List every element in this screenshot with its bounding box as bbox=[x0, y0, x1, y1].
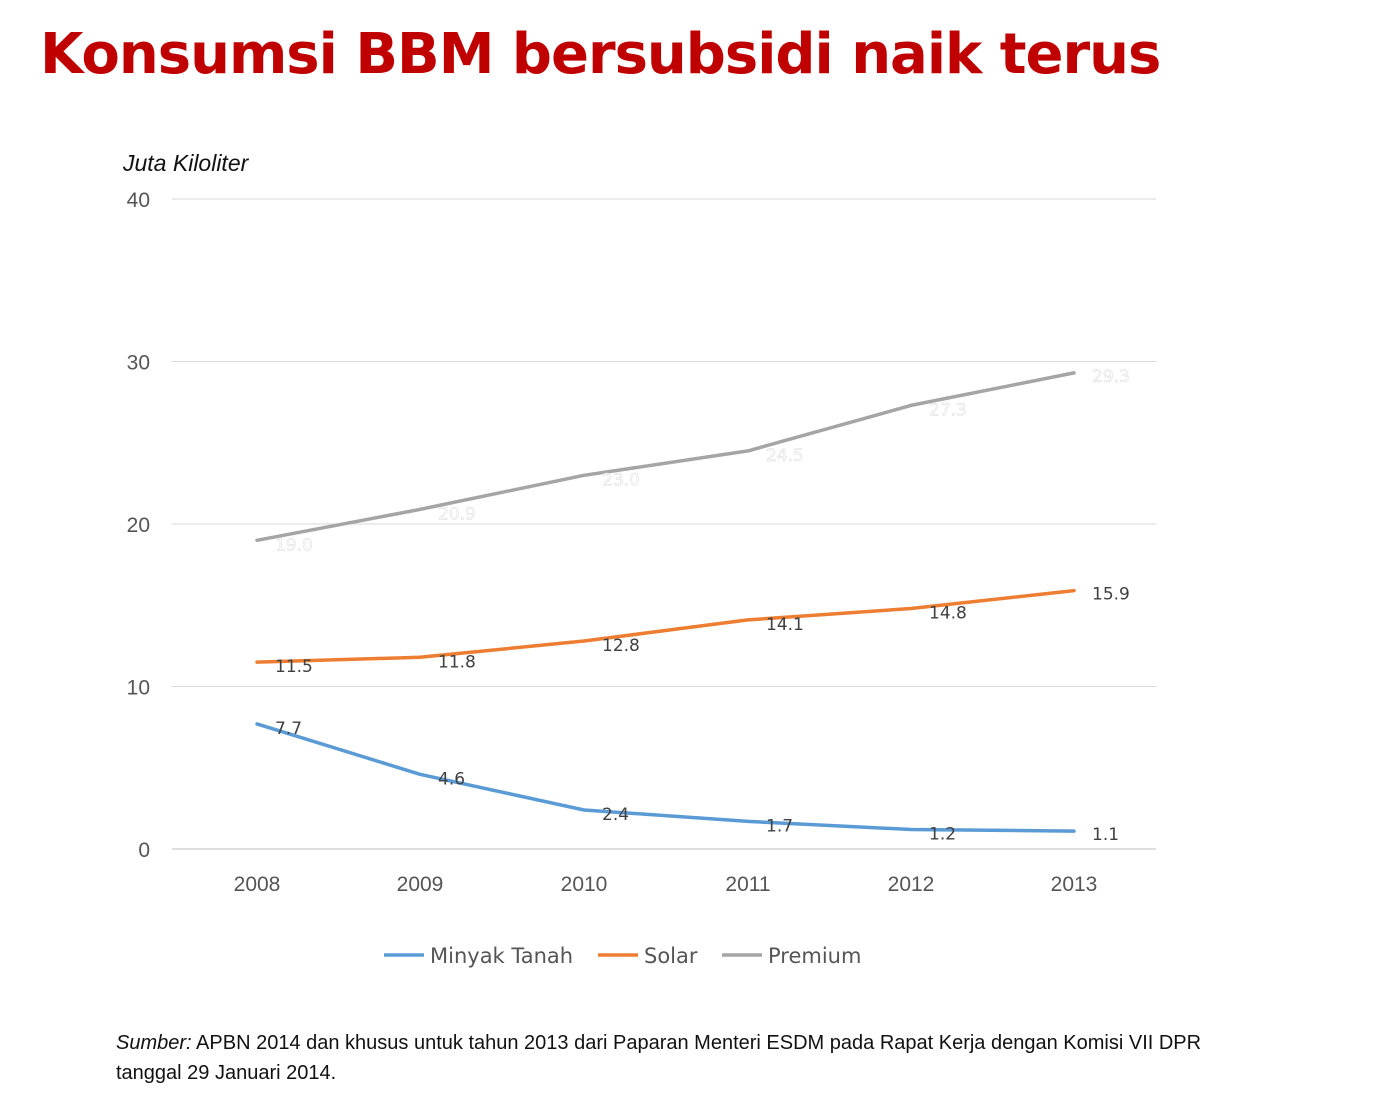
y-axis-ticks: 0 10 20 30 40 bbox=[127, 189, 150, 862]
series-line-solar bbox=[255, 588, 1076, 664]
data-label: 14.8 bbox=[929, 604, 967, 624]
data-label: 15.9 bbox=[1092, 585, 1130, 605]
y-tick-label: 10 bbox=[127, 677, 150, 700]
y-axis-unit-label: Juta Kiloliter bbox=[123, 150, 249, 176]
data-label: 1.7 bbox=[766, 816, 793, 836]
source-note: Sumber: APBN 2014 dan khusus untuk tahun… bbox=[116, 1028, 1236, 1088]
data-label: 11.5 bbox=[275, 657, 313, 677]
legend-entry: Minyak Tanah bbox=[430, 944, 573, 968]
source-text: APBN 2014 dan khusus untuk tahun 2013 da… bbox=[116, 1032, 1202, 1084]
legend-entry: Solar bbox=[644, 944, 698, 968]
data-label: 11.8 bbox=[438, 652, 476, 672]
data-label: 2.4 bbox=[602, 805, 629, 825]
data-label: 7.7 bbox=[275, 719, 302, 739]
data-label: 19.0 bbox=[275, 535, 313, 555]
y-tick-label: 0 bbox=[138, 839, 150, 862]
source-lead: Sumber: bbox=[116, 1032, 192, 1054]
x-axis-ticks: 2008 2009 2010 2011 2012 2013 bbox=[234, 873, 1098, 896]
data-labels: 7.7 4.6 2.4 1.7 1.2 1.1 11.5 11.8 12.8 14.1 14.8 15… bbox=[275, 367, 1130, 846]
series-lines bbox=[255, 371, 1076, 833]
x-tick-label: 2008 bbox=[234, 873, 281, 896]
y-tick-label: 40 bbox=[127, 189, 150, 212]
data-label: 29.3 bbox=[1092, 367, 1130, 387]
x-tick-label: 2011 bbox=[725, 873, 770, 896]
data-label: 1.2 bbox=[929, 825, 956, 845]
data-label: 24.5 bbox=[766, 446, 804, 466]
page-title: Konsumsi BBM bersubsidi naik terus bbox=[40, 22, 1161, 87]
y-tick-label: 20 bbox=[127, 514, 150, 537]
data-label: 12.8 bbox=[602, 636, 640, 656]
series-line-premium bbox=[255, 371, 1076, 543]
data-label: 4.6 bbox=[438, 769, 465, 789]
gridlines bbox=[172, 198, 1156, 850]
x-tick-label: 2010 bbox=[561, 873, 608, 896]
data-label: 27.3 bbox=[929, 400, 967, 420]
x-tick-label: 2013 bbox=[1051, 873, 1098, 896]
x-tick-label: 2009 bbox=[397, 873, 444, 896]
data-label: 1.1 bbox=[1092, 825, 1119, 845]
data-label: 14.1 bbox=[766, 615, 804, 635]
y-tick-label: 30 bbox=[127, 352, 150, 375]
series-line-minyak-tanah bbox=[255, 722, 1076, 833]
data-label: 23.0 bbox=[602, 470, 640, 490]
legend-entry: Premium bbox=[768, 944, 861, 968]
x-tick-label: 2012 bbox=[888, 873, 935, 896]
data-label: 20.9 bbox=[438, 504, 476, 524]
legend: Minyak Tanah Solar Premium bbox=[384, 944, 861, 968]
